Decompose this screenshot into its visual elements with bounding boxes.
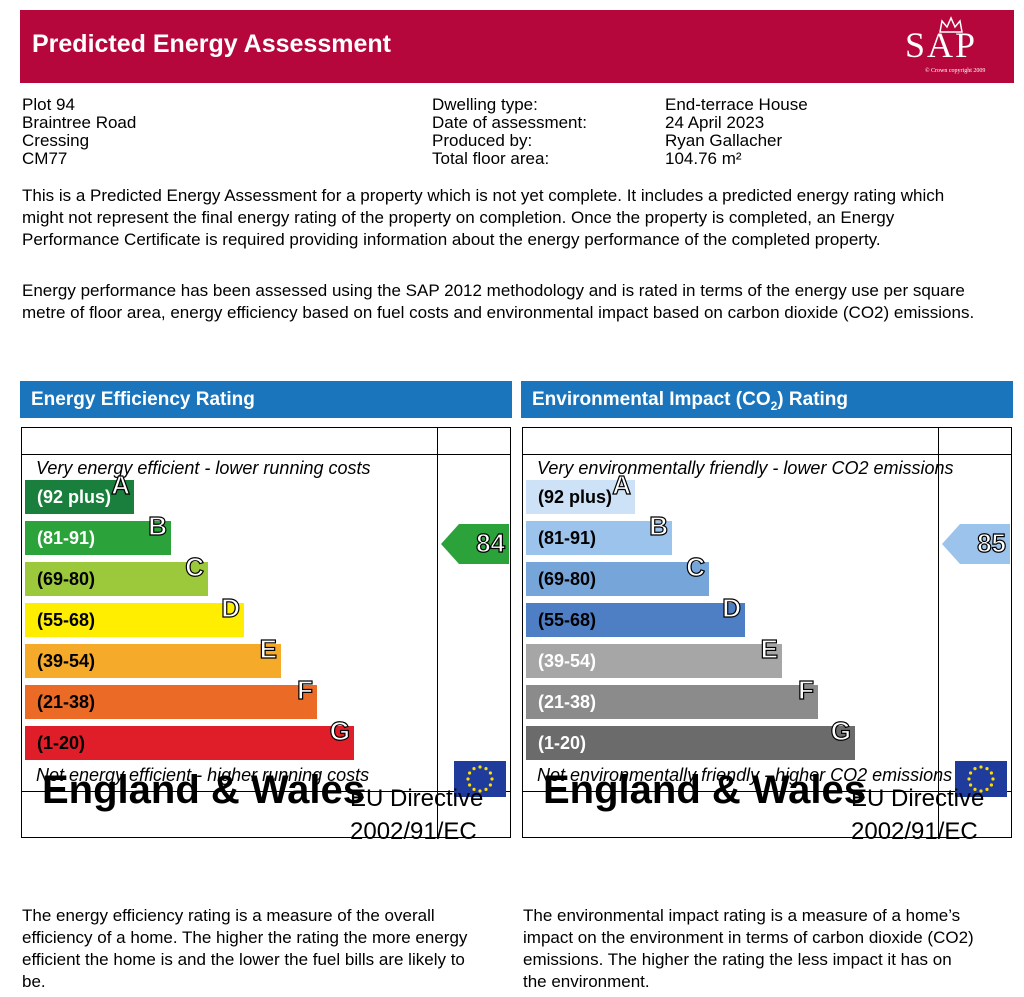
chart-title-part: ) Rating	[777, 389, 849, 410]
chart-title-part: 2	[770, 398, 778, 413]
band-letter: C	[185, 551, 205, 582]
footer-paragraph: The environmental impact rating is a mea…	[523, 906, 974, 991]
band-letter: D	[221, 592, 241, 623]
arrow-fill	[942, 524, 1010, 564]
eu-flag	[955, 761, 1007, 797]
rating-band: (21-38) F	[25, 674, 317, 719]
rating-value: 85	[976, 527, 1006, 558]
band-letter: A	[612, 469, 632, 500]
logo-note: © Crown copyright 2009	[925, 68, 986, 74]
chart-title: Environmental Impact (CO2) Rating	[521, 381, 1013, 418]
rating-band: (55-68) D	[25, 592, 244, 637]
band-letter: F	[798, 674, 815, 705]
bottom-label: Not energy efficient - higher running co…	[36, 765, 370, 785]
address-line: Plot 94	[22, 95, 75, 114]
band-range: (39-54)	[538, 651, 597, 671]
column-divider	[437, 428, 438, 837]
detail-label: Date of assessment:	[432, 113, 587, 132]
intro-paragraph: Energy performance has been assessed usi…	[22, 281, 975, 322]
region-label: England & Wales	[42, 768, 366, 812]
band-range: (92 plus)	[37, 487, 112, 507]
address-line: Braintree Road	[22, 113, 137, 132]
band-letter: G	[830, 715, 851, 746]
detail-value: Ryan Gallacher	[665, 131, 783, 150]
arrow-shape	[942, 524, 1010, 564]
header-bar: Predicted Energy Assessment SAP © Crown …	[20, 10, 1014, 83]
directive-label: EU Directive	[851, 785, 985, 812]
rating-band: (55-68) D	[526, 592, 745, 637]
eu-flag	[454, 761, 506, 797]
band-letter: B	[649, 510, 669, 541]
detail-value: 104.76 m²	[665, 149, 742, 168]
rating-band: (39-54) E	[25, 633, 281, 678]
band-letter: A	[111, 469, 131, 500]
column-divider	[938, 428, 939, 837]
directive-code: 2002/91/EC	[851, 818, 978, 845]
chart-box: Very environmentally friendly - lower CO…	[522, 427, 1012, 845]
band-range: (81-91)	[538, 528, 597, 548]
band-range: (21-38)	[37, 692, 96, 712]
band-range: (92 plus)	[538, 487, 613, 507]
chart-title-part: Environmental Impact (CO	[532, 389, 771, 410]
arrow-fill	[441, 524, 509, 564]
band-range: (69-80)	[37, 569, 96, 589]
detail-label: Dwelling type:	[432, 95, 538, 114]
band-letter: E	[760, 633, 779, 664]
band-letter: F	[297, 674, 314, 705]
directive-label: EU Directive	[350, 785, 484, 812]
detail-label: Total floor area:	[432, 149, 550, 168]
rating-band: (81-91) B	[25, 510, 171, 555]
band-range: (55-68)	[538, 610, 597, 630]
logo: SAP	[905, 25, 978, 65]
chart-title-part: Energy Efficiency Rating	[31, 389, 255, 410]
detail-value: End-terrace House	[665, 95, 808, 114]
band-range: (55-68)	[37, 610, 96, 630]
row-divider	[523, 791, 1011, 792]
rating-band: (21-38) F	[526, 674, 818, 719]
row-divider	[22, 454, 510, 455]
bottom-label: Not environmentally friendly - higher CO…	[537, 765, 953, 785]
band-range: (81-91)	[37, 528, 96, 548]
row-divider	[22, 791, 510, 792]
top-label: Very energy efficient - lower running co…	[36, 458, 371, 478]
rating-band: (39-54) E	[526, 633, 782, 678]
detail-label: Produced by:	[432, 131, 533, 150]
top-label: Very environmentally friendly - lower CO…	[537, 458, 954, 478]
rating-value: 84	[475, 527, 505, 558]
rating-arrow: 84	[441, 524, 509, 564]
directive-code: 2002/91/EC	[350, 818, 477, 845]
address-line: CM77	[22, 149, 68, 168]
address-line: Cressing	[22, 131, 90, 150]
rating-band: (81-91) B	[526, 510, 672, 555]
detail-value: 24 April 2023	[665, 113, 765, 132]
region-label: England & Wales	[543, 768, 867, 812]
band-letter: D	[722, 592, 742, 623]
chart-title: Energy Efficiency Rating	[20, 381, 512, 418]
intro-paragraph: This is a Predicted Energy Assessment fo…	[22, 186, 945, 249]
band-range: (69-80)	[538, 569, 597, 589]
rating-arrow: 85	[942, 524, 1010, 564]
band-range: (21-38)	[538, 692, 597, 712]
crown-icon	[939, 16, 963, 33]
rating-band: (92 plus) A	[25, 469, 134, 514]
band-letter: E	[259, 633, 278, 664]
footer-paragraph: The energy efficiency rating is a measur…	[22, 906, 468, 991]
band-range: (1-20)	[538, 733, 587, 753]
band-range: (1-20)	[37, 733, 86, 753]
chart-box: Very energy efficient - lower running co…	[21, 427, 511, 845]
row-divider	[523, 454, 1011, 455]
rating-band: (69-80) C	[526, 551, 709, 596]
arrow-shape	[441, 524, 509, 564]
band-letter: B	[148, 510, 168, 541]
rating-band: (69-80) C	[25, 551, 208, 596]
band-range: (39-54)	[37, 651, 96, 671]
header-title: Predicted Energy Assessment	[32, 30, 391, 58]
band-letter: G	[329, 715, 350, 746]
band-letter: C	[686, 551, 706, 582]
rating-band: (92 plus) A	[526, 469, 635, 514]
rating-band: (1-20) G	[526, 715, 855, 760]
rating-band: (1-20) G	[25, 715, 354, 760]
